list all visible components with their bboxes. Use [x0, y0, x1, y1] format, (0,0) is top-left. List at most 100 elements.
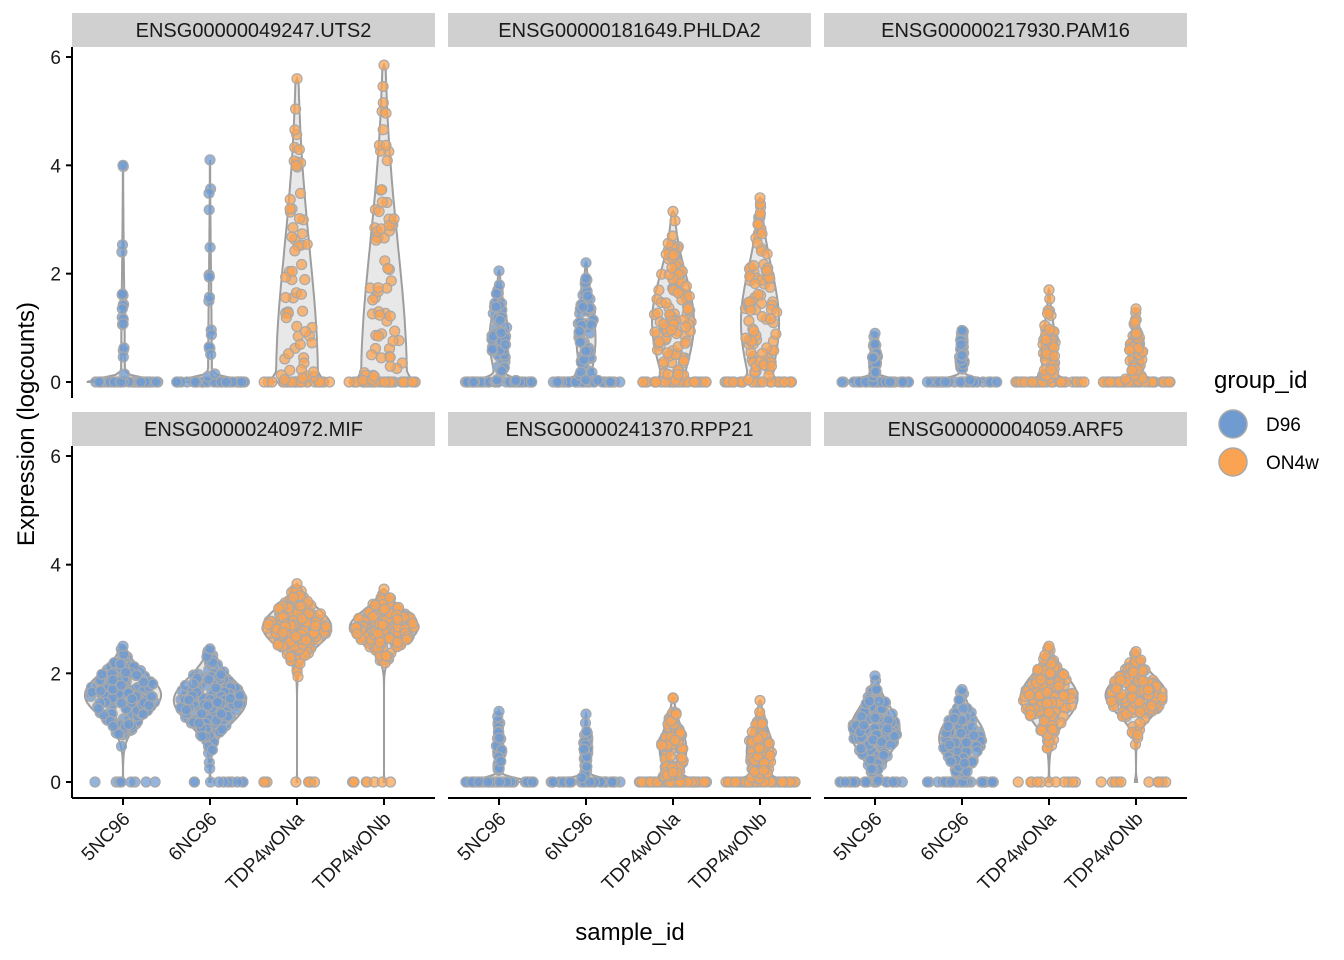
data-point [948, 712, 960, 725]
data-point [1040, 334, 1052, 346]
x-tick-label: TDP4wONb [685, 809, 772, 896]
data-point [369, 599, 381, 611]
data-point [1111, 683, 1123, 695]
data-point [203, 271, 215, 283]
data-point [273, 602, 285, 615]
data-point [683, 290, 695, 302]
facet-strip [824, 13, 1187, 47]
data-point [116, 239, 129, 251]
data-point [662, 368, 674, 380]
data-point [343, 376, 355, 388]
data-point [300, 326, 312, 338]
data-point [284, 650, 296, 663]
data-point [115, 740, 128, 752]
facet-panel: ENSG00000181649.PHLDA2 [448, 13, 811, 388]
data-point [295, 288, 307, 300]
data-point [289, 124, 301, 136]
x-tick-label: 5NC96 [830, 809, 887, 866]
data-point [873, 695, 885, 707]
x-tick-label: TDP4wONa [222, 808, 309, 895]
data-point [378, 59, 390, 71]
data-point [203, 204, 215, 216]
data-point [209, 368, 221, 380]
data-point [272, 639, 284, 651]
data-point [292, 671, 304, 683]
data-point [204, 241, 216, 253]
data-point [140, 776, 152, 788]
facet-strip-label: ENSG00000049247.UTS2 [136, 20, 372, 42]
data-point [1134, 706, 1146, 718]
data-point [323, 376, 336, 388]
data-point [1142, 684, 1154, 696]
x-tick-label: 6NC96 [917, 809, 974, 866]
data-point [262, 618, 274, 630]
data-point [884, 376, 896, 388]
data-point [204, 643, 216, 655]
data-point [1130, 645, 1142, 658]
x-axis-title: sample_id [575, 919, 684, 946]
facet-strip [448, 13, 811, 47]
data-point [1046, 723, 1059, 736]
data-point [1039, 649, 1051, 661]
data-point [320, 621, 332, 633]
data-point [188, 776, 201, 788]
data-point [729, 776, 741, 788]
data-point [666, 230, 678, 242]
data-point [672, 287, 684, 299]
data-point [839, 776, 851, 788]
y-axis-title: Expression (logcounts) [13, 302, 40, 546]
data-point [510, 374, 522, 387]
data-point [308, 366, 320, 378]
data-point [407, 617, 419, 629]
data-point [679, 337, 691, 349]
data-point [499, 339, 512, 351]
data-point [171, 376, 183, 388]
data-point [954, 376, 967, 388]
data-point [384, 310, 396, 322]
data-point [650, 376, 662, 388]
facet-strip-label: ENSG00000240972.MIF [144, 419, 363, 441]
data-point [205, 348, 217, 361]
data-point [764, 313, 777, 325]
data-point [284, 364, 296, 376]
data-point [742, 374, 755, 386]
data-point [765, 360, 778, 372]
x-tick-label: TDP4wONa [974, 808, 1061, 895]
data-point [206, 744, 218, 756]
data-point [764, 281, 776, 293]
data-point [1043, 706, 1055, 718]
data-point [943, 739, 956, 751]
data-point [107, 674, 119, 686]
data-point [667, 766, 679, 778]
data-point [754, 694, 766, 707]
data-point [872, 775, 884, 787]
data-point [1044, 667, 1056, 679]
data-point [135, 376, 147, 388]
data-point [858, 719, 870, 731]
data-point [763, 369, 775, 381]
data-point [277, 627, 289, 639]
data-point [955, 339, 967, 351]
data-point [1041, 308, 1054, 320]
data-point [150, 376, 162, 388]
data-point [291, 578, 303, 590]
data-point [258, 776, 270, 788]
data-point [231, 776, 243, 788]
data-point [296, 372, 309, 384]
data-point [94, 685, 107, 697]
data-point [672, 368, 684, 381]
data-point [746, 726, 758, 738]
data-point [380, 650, 392, 662]
data-point [740, 332, 752, 344]
data-point [863, 695, 876, 707]
x-tick-label: 5NC96 [78, 809, 135, 866]
data-point [266, 376, 278, 388]
facet-strip-label: ENSG00000241370.RPP21 [506, 419, 754, 441]
data-point [294, 338, 306, 350]
data-point [660, 297, 672, 309]
data-point [293, 213, 306, 225]
facet-strip-label: ENSG00000181649.PHLDA2 [498, 20, 760, 42]
legend: group_id D96 ON4w [1214, 367, 1319, 477]
data-point [1153, 776, 1165, 788]
